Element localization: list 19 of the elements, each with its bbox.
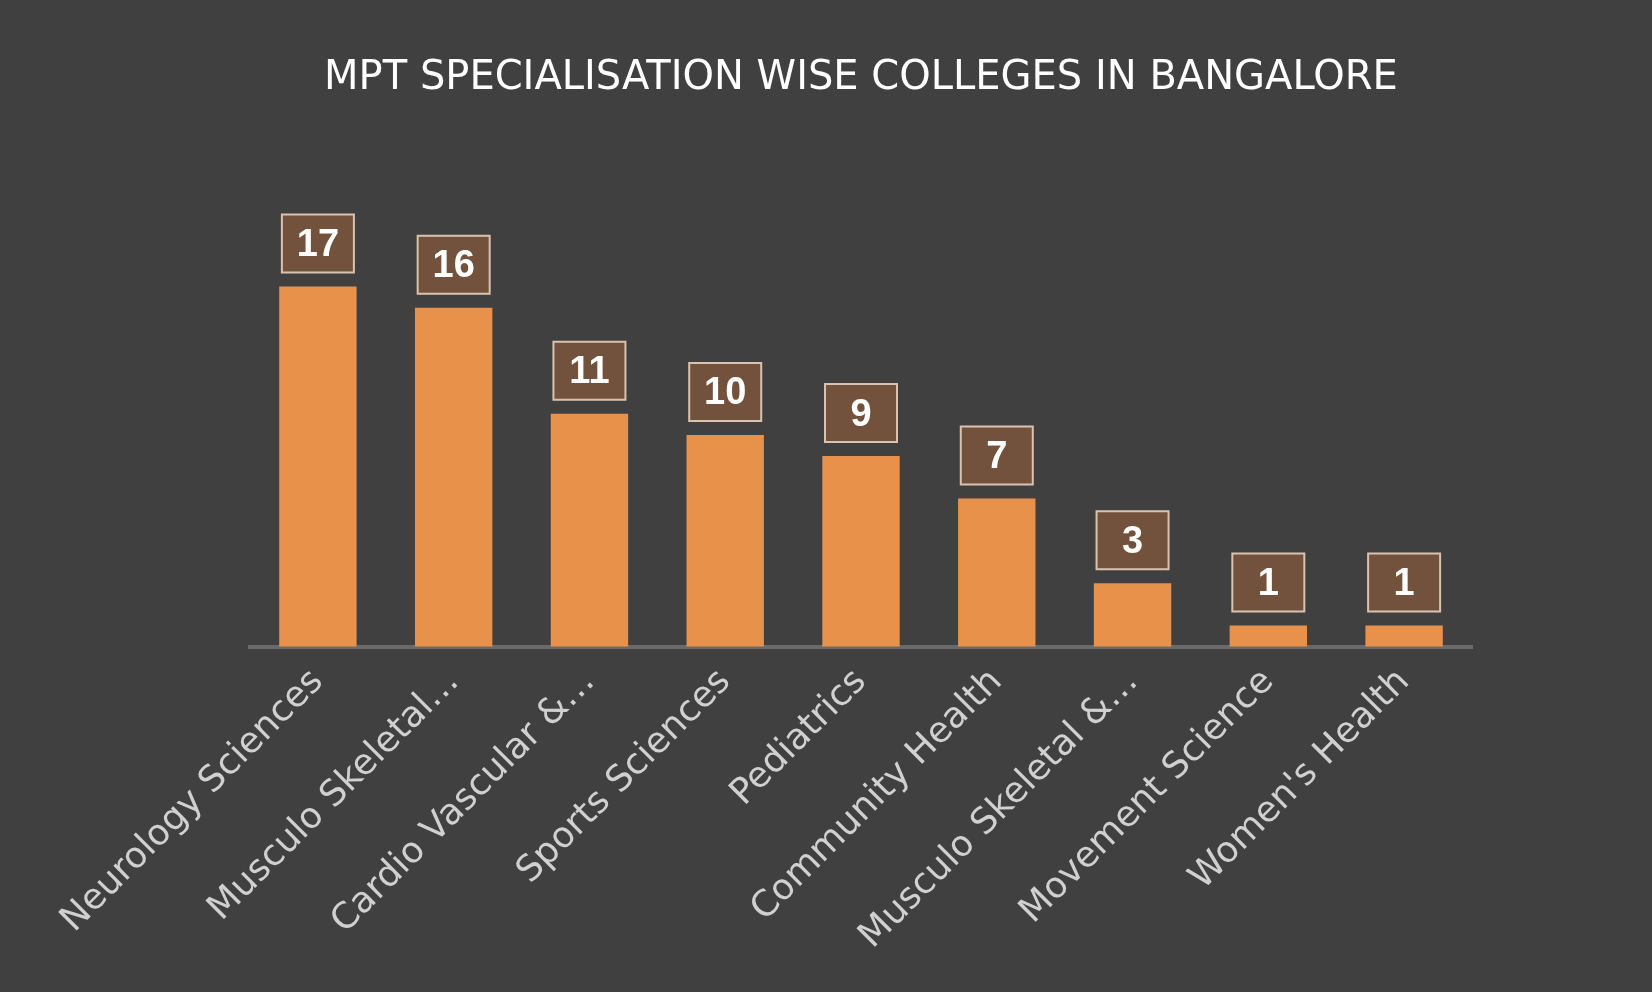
chart-title: MPT SPECIALISATION WISE COLLEGES IN BANGALORE [324,52,1398,99]
bar [822,456,900,647]
data-label: 11 [569,349,610,392]
data-label: 10 [704,370,747,413]
data-label: 1 [1393,561,1415,604]
data-label: 16 [432,243,475,286]
data-label: 17 [296,222,340,265]
bar [414,307,493,647]
bar [1093,583,1172,647]
bar [958,498,1036,647]
bar [550,413,629,647]
data-label: 9 [850,391,872,434]
bar [686,434,764,647]
bar [1229,625,1308,647]
data-label: 3 [1121,518,1144,561]
data-label: 1 [1257,561,1279,604]
bar [1365,625,1443,647]
data-label: 7 [986,433,1008,476]
bar [279,286,357,647]
